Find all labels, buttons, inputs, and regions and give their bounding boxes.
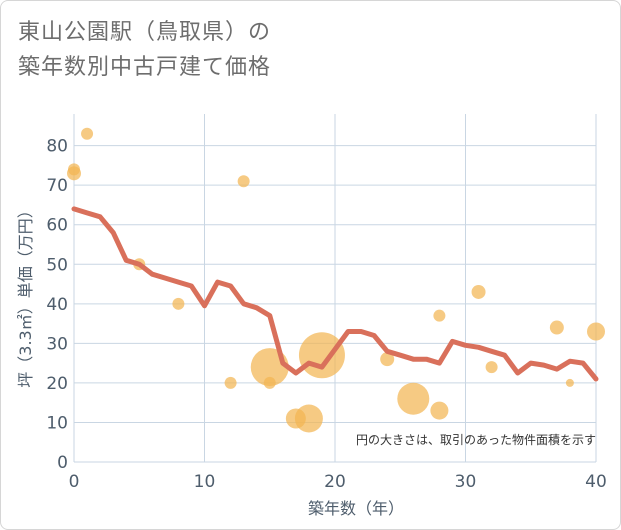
y-tick-label: 60 xyxy=(46,216,68,236)
bubble-point xyxy=(587,322,605,341)
y-tick-label: 0 xyxy=(57,453,68,473)
bubble-layer xyxy=(67,127,605,433)
y-tick-label: 10 xyxy=(46,413,68,433)
bubble-point xyxy=(397,382,430,415)
y-tick-label: 20 xyxy=(46,374,68,394)
y-tick-label: 40 xyxy=(46,295,68,315)
bubble-size-note: 円の大きさは、取引のあった物件面積を示す xyxy=(356,432,596,447)
y-tick-labels: 0 10 20 30 40 50 60 70 80 xyxy=(46,137,68,473)
chart-title: 東山公園駅（鳥取県）の 築年数別中古戸建て価格 xyxy=(18,15,271,85)
bubble-point xyxy=(294,404,323,433)
x-tick-label: 40 xyxy=(585,472,607,492)
y-tick-label: 80 xyxy=(46,137,68,157)
bubble-point xyxy=(224,376,237,389)
bubble-point xyxy=(172,297,185,310)
bubble-point xyxy=(298,332,345,379)
x-tick-label: 0 xyxy=(69,472,80,492)
bubble-point xyxy=(565,378,574,387)
bubble-point xyxy=(549,320,564,335)
bubble-point xyxy=(380,352,395,367)
y-axis-title: 坪（3.3㎡）単価（万円） xyxy=(16,202,35,387)
trend-line xyxy=(71,206,599,382)
bubble-point xyxy=(68,163,80,176)
bubble-point xyxy=(430,401,449,420)
y-tick-label: 70 xyxy=(46,176,68,196)
y-tick-label: 30 xyxy=(46,334,68,354)
bubble-point xyxy=(263,376,276,389)
x-tick-labels: 0 10 20 30 40 xyxy=(69,472,607,492)
bubble-point xyxy=(433,309,446,322)
x-tick-label: 10 xyxy=(194,472,216,492)
bubble-point xyxy=(471,284,486,299)
y-tick-label: 50 xyxy=(46,255,68,275)
bubble-point xyxy=(81,127,94,140)
bubble-point xyxy=(237,175,250,188)
chart-title-line-1: 東山公園駅（鳥取県）の xyxy=(18,20,272,45)
chart-title-line-2: 築年数別中古戸建て価格 xyxy=(18,55,272,80)
x-axis-title: 築年数（年） xyxy=(308,499,404,518)
x-tick-label: 20 xyxy=(324,472,346,492)
bubble-point xyxy=(485,361,498,374)
x-tick-label: 30 xyxy=(455,472,477,492)
